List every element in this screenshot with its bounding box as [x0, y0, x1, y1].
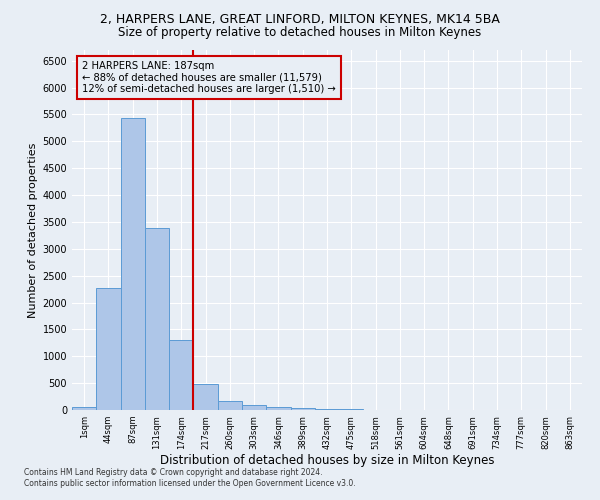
Bar: [242, 405, 266, 410]
Bar: [145, 228, 169, 410]
Bar: [290, 408, 315, 410]
Text: Contains HM Land Registry data © Crown copyright and database right 2024.
Contai: Contains HM Land Registry data © Crown c…: [24, 468, 356, 487]
Bar: [169, 340, 193, 410]
Bar: [266, 406, 290, 410]
Y-axis label: Number of detached properties: Number of detached properties: [28, 142, 38, 318]
X-axis label: Distribution of detached houses by size in Milton Keynes: Distribution of detached houses by size …: [160, 454, 494, 468]
Text: 2 HARPERS LANE: 187sqm
← 88% of detached houses are smaller (11,579)
12% of semi: 2 HARPERS LANE: 187sqm ← 88% of detached…: [82, 61, 336, 94]
Bar: [72, 406, 96, 410]
Bar: [96, 288, 121, 410]
Bar: [315, 409, 339, 410]
Bar: [193, 384, 218, 410]
Text: Size of property relative to detached houses in Milton Keynes: Size of property relative to detached ho…: [118, 26, 482, 39]
Text: 2, HARPERS LANE, GREAT LINFORD, MILTON KEYNES, MK14 5BA: 2, HARPERS LANE, GREAT LINFORD, MILTON K…: [100, 12, 500, 26]
Bar: [121, 118, 145, 410]
Bar: [218, 401, 242, 410]
